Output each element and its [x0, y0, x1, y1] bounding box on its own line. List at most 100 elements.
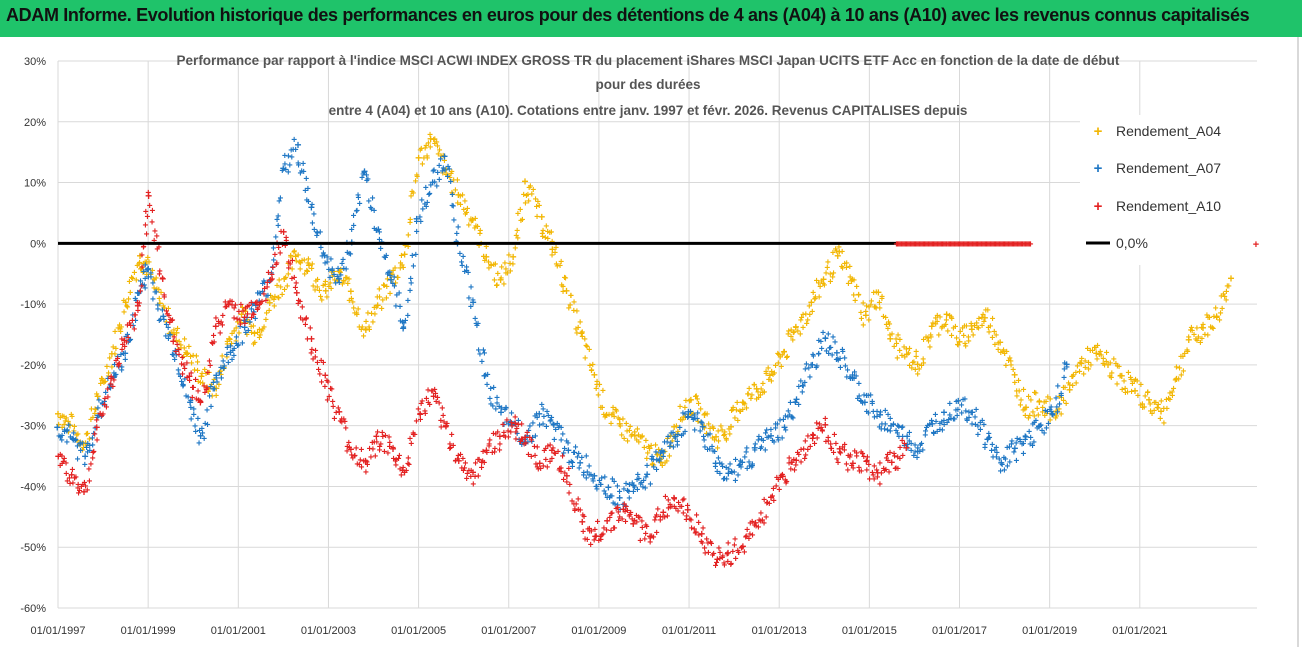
data-point-fill: +	[103, 402, 109, 413]
data-point-fill: +	[152, 276, 158, 287]
data-point-fill: +	[99, 375, 105, 386]
chart-title-line-1: Performance par rapport à l'indice MSCI …	[177, 53, 1120, 68]
data-point: +	[280, 162, 287, 176]
data-point-fill: +	[507, 259, 513, 270]
data-point-fill: +	[1067, 380, 1073, 391]
data-point-fill: +	[925, 333, 931, 344]
data-point-fill: +	[465, 268, 471, 279]
data-point-fill: +	[513, 231, 519, 242]
data-point-fill: +	[574, 329, 580, 340]
data-point-fill: +	[617, 415, 623, 426]
data-point: +	[685, 405, 692, 419]
data-point-fill: +	[116, 359, 122, 370]
data-point-fill: +	[1053, 413, 1059, 424]
data-point-fill: +	[98, 379, 104, 390]
data-point-fill: +	[62, 425, 68, 436]
x-tick-label: 01/01/2001	[211, 625, 266, 637]
data-point-fill: +	[670, 443, 676, 454]
data-point: +	[658, 444, 665, 458]
data-point-fill: +	[267, 277, 273, 288]
data-point-fill: +	[569, 462, 575, 473]
data-point-fill: +	[775, 349, 781, 360]
data-point-fill: +	[709, 539, 715, 550]
data-point-fill: +	[371, 437, 377, 448]
chart-title-line-3: entre 4 (A04) et 10 ans (A10). Cotations…	[329, 103, 968, 118]
data-point-fill: +	[695, 409, 701, 420]
data-point-fill: +	[364, 176, 370, 187]
data-point-fill: +	[1022, 435, 1028, 446]
data-point-fill: +	[334, 272, 340, 283]
data-point-fill: +	[63, 469, 69, 480]
data-point-fill: +	[151, 275, 157, 286]
data-point-fill: +	[651, 460, 657, 471]
data-point-fill: +	[827, 277, 833, 288]
data-point-fill: +	[589, 366, 595, 377]
data-point-fill: +	[534, 202, 540, 213]
data-point-fill: +	[677, 423, 683, 434]
data-point: +	[849, 371, 856, 385]
data-point-fill: +	[94, 416, 100, 427]
data-point-fill: +	[1208, 322, 1214, 333]
zero-marker: +	[968, 239, 974, 250]
data-point-fill: +	[429, 387, 435, 398]
zero-marker: +	[992, 239, 998, 250]
data-point-fill: +	[662, 512, 668, 523]
data-point-fill: +	[373, 302, 379, 313]
data-point-fill: +	[788, 458, 794, 469]
data-point-fill: +	[890, 420, 896, 431]
data-point-fill: +	[361, 168, 367, 179]
data-point-fill: +	[777, 415, 783, 426]
data-point-fill: +	[425, 398, 431, 409]
data-point-fill: +	[657, 454, 663, 465]
data-point-fill: +	[439, 166, 445, 177]
data-point-fill: +	[138, 287, 144, 298]
data-point: +	[751, 441, 758, 455]
data-point-fill: +	[877, 303, 883, 314]
data-point-fill: +	[795, 327, 801, 338]
data-point-fill: +	[592, 525, 598, 536]
data-point-fill: +	[627, 426, 633, 437]
data-point-fill: +	[233, 337, 239, 348]
data-point-fill: +	[579, 327, 585, 338]
data-point-fill: +	[309, 260, 315, 271]
data-point-fill: +	[333, 408, 339, 419]
data-point-fill: +	[1081, 369, 1087, 380]
y-axis-ticks: 30%20%10%0%-10%-20%-30%-40%-50%-60%	[20, 56, 46, 615]
data-point-fill: +	[556, 423, 562, 434]
data-point-fill: +	[1140, 403, 1146, 414]
data-point-fill: +	[616, 516, 622, 527]
data-point-fill: +	[680, 495, 686, 506]
data-point-fill: +	[902, 439, 908, 450]
data-point-fill: +	[268, 291, 274, 302]
data-point-fill: +	[882, 419, 888, 430]
data-point-fill: +	[445, 162, 451, 173]
data-point-fill: +	[229, 297, 235, 308]
data-point-fill: +	[481, 458, 487, 469]
data-point-fill: +	[1021, 449, 1027, 460]
data-point-fill: +	[882, 466, 888, 477]
data-point-fill: +	[368, 205, 374, 216]
data-point-fill: +	[644, 461, 650, 472]
data-point-fill: +	[702, 549, 708, 560]
data-point-fill: +	[1038, 421, 1044, 432]
data-point-fill: +	[172, 355, 178, 366]
data-point-fill: +	[580, 510, 586, 521]
data-point: +	[603, 408, 610, 422]
data-point-fill: +	[261, 290, 267, 301]
data-point-fill: +	[807, 442, 813, 453]
data-point-fill: +	[111, 369, 117, 380]
data-point-fill: +	[621, 434, 627, 445]
data-point-fill: +	[540, 461, 546, 472]
data-point-fill: +	[695, 417, 701, 428]
zero-marker: +	[916, 239, 922, 250]
data-point-fill: +	[1087, 346, 1093, 357]
zero-marker: +	[923, 239, 929, 250]
data-point-fill: +	[338, 265, 344, 276]
data-point-fill: +	[210, 339, 216, 350]
zero-marker: +	[941, 239, 947, 250]
data-point: +	[184, 347, 191, 361]
zero-marker: +	[924, 239, 930, 250]
data-point-fill: +	[705, 538, 711, 549]
data-point-fill: +	[883, 465, 889, 476]
data-point-fill: +	[977, 425, 983, 436]
